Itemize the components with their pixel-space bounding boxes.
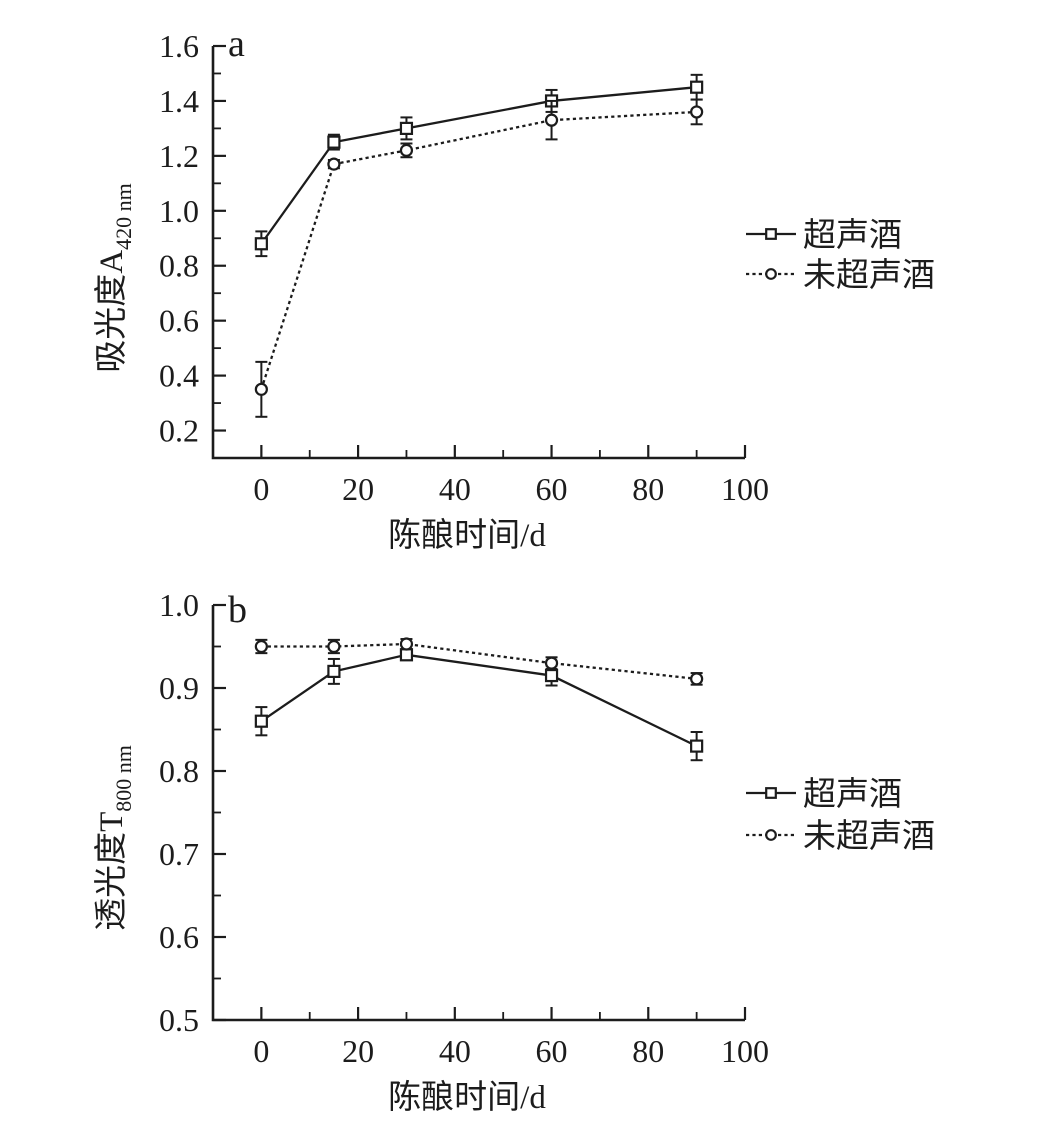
chart-panel-b: 0.5 0.6 0.7 0.8 0.9 1.0 0 20 40 60 80 100 b 陈酿时间/d 透光度… [93, 587, 935, 1116]
circle-marker [254, 639, 268, 654]
series-non-ultrasonic-wine [254, 98, 704, 418]
legend-item: 未超声酒 [746, 818, 935, 855]
series-ultrasonic-wine [254, 648, 704, 762]
square-marker [399, 121, 414, 136]
panel-label: b [228, 589, 247, 631]
y-tick-label: 0.8 [159, 248, 199, 284]
axes: 0.5 0.6 0.7 0.8 0.9 1.0 0 20 40 60 80 100 [159, 587, 769, 1069]
legend-item: 超声酒 [746, 217, 902, 254]
square-marker [544, 668, 559, 683]
legend-label: 超声酒 [803, 217, 902, 254]
y-tick-label: 0.9 [159, 670, 199, 706]
x-tick-label: 40 [439, 471, 471, 507]
x-axis-label: 陈酿时间/d [388, 1079, 546, 1116]
y-tick-label: 0.7 [159, 836, 199, 872]
y-tick-label: 0.6 [159, 919, 199, 955]
circle-marker [327, 157, 341, 171]
y-tick-label: 0.8 [159, 753, 199, 789]
circle-marker [544, 656, 559, 670]
x-tick-label: 0 [253, 471, 269, 507]
legend-item: 未超声酒 [746, 257, 935, 294]
circle-marker [544, 113, 559, 127]
y-tick-label: 0.6 [159, 303, 199, 339]
axes: 0.2 0.4 0.6 0.8 1.0 1.2 1.4 1.6 0 20 40 60 80 100 [159, 28, 769, 507]
square-marker [765, 787, 777, 799]
x-tick-label: 20 [342, 471, 374, 507]
series-ultrasonic-wine [254, 73, 704, 258]
square-marker [327, 664, 341, 679]
y-tick-label: 0.4 [159, 358, 199, 394]
circle-marker [690, 672, 704, 686]
y-tick-label: 1.2 [159, 138, 199, 174]
square-marker [254, 714, 268, 728]
y-axis-label: 透光度T800 nm [93, 745, 136, 931]
panel-label: a [228, 23, 245, 65]
circle-marker [399, 143, 414, 157]
x-tick-label: 100 [721, 1033, 769, 1069]
legend-label: 未超声酒 [803, 257, 935, 294]
y-tick-label: 0.5 [159, 1002, 199, 1038]
x-axis-label: 陈酿时间/d [388, 517, 546, 554]
x-tick-label: 60 [536, 471, 568, 507]
chart-panel-a: 0.2 0.4 0.6 0.8 1.0 1.2 1.4 1.6 0 20 40 60 80 100 a 陈酿时… [93, 23, 935, 554]
square-marker [690, 80, 704, 94]
square-marker [690, 739, 704, 753]
square-marker [399, 648, 414, 662]
square-marker [327, 135, 341, 149]
series-line [260, 86, 697, 245]
circle-marker [765, 829, 777, 841]
legend-item: 超声酒 [746, 776, 902, 813]
legend-label: 未超声酒 [803, 818, 935, 855]
circle-marker [327, 639, 341, 654]
circle-marker [399, 637, 414, 651]
series-non-ultrasonic-wine [254, 637, 704, 686]
y-tick-label: 1.0 [159, 193, 199, 229]
series-line [260, 653, 698, 748]
x-tick-label: 60 [536, 1033, 568, 1069]
y-tick-label: 1.6 [159, 28, 199, 64]
x-tick-label: 100 [721, 471, 769, 507]
y-axis-label: 吸光度A420 nm [93, 183, 136, 372]
x-tick-label: 0 [253, 1033, 269, 1069]
y-tick-label: 1.4 [159, 83, 199, 119]
series-line [260, 110, 697, 390]
square-marker [254, 237, 268, 251]
circle-marker [765, 268, 777, 280]
circle-marker [690, 105, 704, 119]
x-tick-label: 40 [439, 1033, 471, 1069]
x-tick-label: 20 [342, 1033, 374, 1069]
legend-label: 超声酒 [803, 776, 902, 813]
y-tick-label: 1.0 [159, 587, 199, 623]
series-line [261, 642, 697, 681]
circle-marker [254, 382, 268, 396]
x-tick-label: 80 [632, 471, 664, 507]
x-tick-label: 80 [632, 1033, 664, 1069]
y-tick-label: 0.2 [159, 413, 199, 449]
square-marker [765, 228, 777, 240]
